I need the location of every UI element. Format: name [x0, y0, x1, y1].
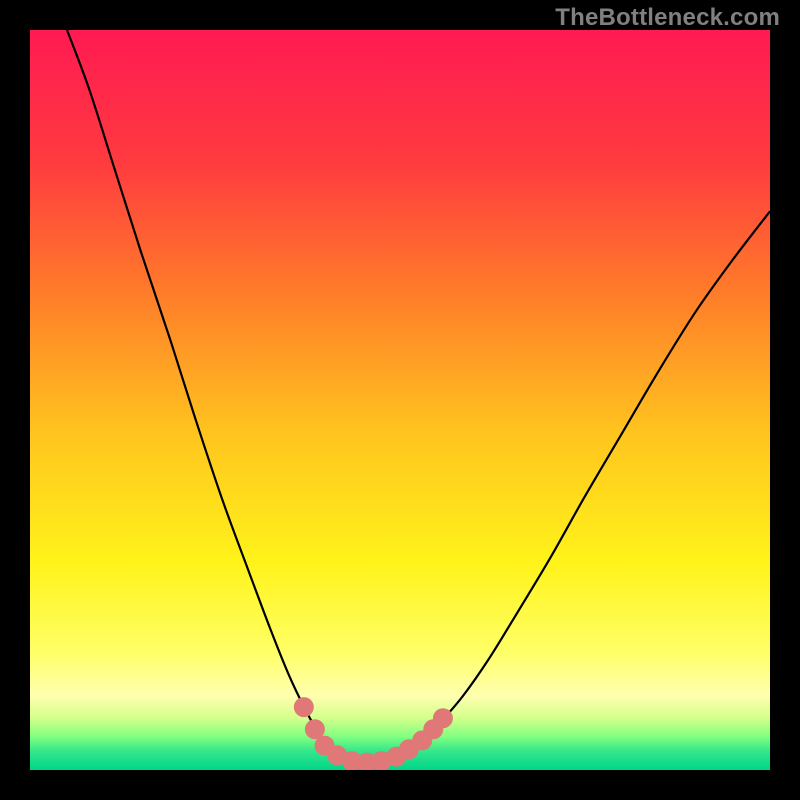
chart-stage: TheBottleneck.com: [0, 0, 800, 800]
trough-marker: [433, 708, 453, 728]
watermark-text: TheBottleneck.com: [555, 4, 780, 32]
plot-svg: [30, 30, 770, 770]
plot-background: [30, 30, 770, 770]
trough-marker: [294, 697, 314, 717]
